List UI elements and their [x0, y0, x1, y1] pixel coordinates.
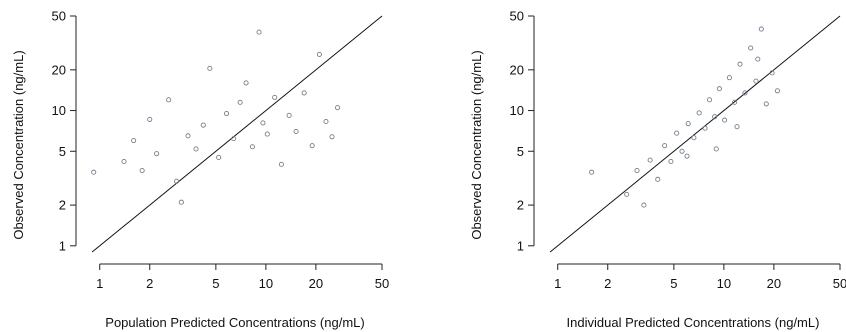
data-point: [674, 130, 680, 136]
data-point: [154, 151, 160, 157]
panel-1-xlabel: Population Predicted Concentrations (ng/…: [105, 315, 364, 330]
data-point: [231, 136, 237, 142]
data-point: [329, 134, 335, 140]
data-point: [726, 75, 732, 81]
y-tick-label: 1: [59, 238, 66, 253]
y-tick-label: 20: [510, 62, 524, 77]
data-point: [185, 133, 191, 139]
data-point: [758, 26, 764, 32]
data-point: [301, 90, 307, 96]
y-tick-label: 5: [517, 144, 524, 159]
data-point: [684, 153, 690, 159]
x-tick-label: 5: [670, 276, 677, 291]
data-point: [264, 131, 270, 137]
x-tick-label: 1: [96, 276, 103, 291]
data-point: [685, 121, 691, 127]
data-point: [712, 114, 718, 120]
data-point: [200, 122, 206, 128]
data-point: [722, 117, 728, 123]
data-point: [272, 94, 278, 100]
population-panel: Population Predicted Concentrations (ng/…: [11, 9, 389, 331]
x-tick-label: 10: [259, 276, 273, 291]
data-point: [237, 99, 243, 105]
x-tick-label: 50: [833, 276, 846, 291]
data-point: [309, 143, 315, 149]
panel-2-xlabel: Individual Predicted Concentrations (ng/…: [567, 315, 820, 330]
data-point: [243, 80, 249, 86]
y-tick-label: 50: [52, 9, 66, 24]
data-point: [174, 178, 180, 184]
data-point: [260, 120, 266, 126]
panel-2-ylabel: Observed Concentration (ng/mL): [469, 50, 484, 239]
data-point: [131, 138, 137, 144]
data-point: [702, 125, 708, 131]
data-point: [193, 146, 199, 152]
panel-1-ylabel: Observed Concentration (ng/mL): [11, 50, 26, 239]
data-point: [737, 61, 743, 67]
data-point: [713, 146, 719, 152]
y-tick-label: 1: [517, 238, 524, 253]
x-tick-label: 2: [604, 276, 611, 291]
data-point: [748, 45, 754, 51]
data-point: [716, 86, 722, 92]
data-point: [207, 65, 213, 71]
data-point: [316, 51, 322, 57]
y-tick-label: 5: [59, 144, 66, 159]
data-point: [691, 135, 697, 141]
data-point: [249, 144, 255, 150]
data-point: [707, 97, 713, 103]
identity-line: [91, 15, 383, 253]
data-point: [323, 118, 329, 125]
data-point: [286, 112, 292, 118]
data-point: [624, 191, 630, 197]
data-point: [753, 78, 759, 84]
data-point: [334, 105, 341, 111]
data-point: [178, 199, 184, 205]
y-tick-label: 20: [52, 62, 66, 77]
data-point: [647, 157, 653, 163]
x-tick-label: 2: [146, 276, 153, 291]
y-tick-label: 10: [510, 103, 524, 118]
y-tick-label: 2: [59, 198, 66, 213]
data-point: [769, 70, 775, 76]
data-point: [662, 143, 668, 149]
data-point: [589, 169, 595, 175]
data-point: [224, 111, 230, 117]
data-point: [139, 168, 145, 174]
data-point: [742, 90, 748, 96]
x-tick-label: 50: [375, 276, 389, 291]
x-tick-label: 20: [309, 276, 323, 291]
y-tick-label: 10: [52, 103, 66, 118]
data-point: [774, 88, 780, 94]
identity-line: [549, 15, 841, 253]
data-point: [293, 128, 299, 135]
data-point: [679, 148, 685, 154]
data-point: [121, 158, 127, 165]
x-tick-label: 10: [717, 276, 731, 291]
individual-panel: Individual Predicted Concentrations (ng/…: [469, 9, 846, 331]
data-point: [147, 116, 153, 122]
data-point: [634, 168, 640, 174]
data-point: [166, 97, 172, 103]
data-point: [216, 154, 222, 161]
data-point: [734, 124, 740, 130]
x-tick-label: 20: [767, 276, 781, 291]
data-point: [763, 101, 769, 107]
y-tick-label: 50: [510, 9, 524, 24]
data-point: [91, 169, 97, 175]
x-tick-label: 5: [212, 276, 219, 291]
data-point: [278, 161, 284, 167]
data-point: [755, 56, 761, 62]
data-point: [641, 202, 647, 208]
data-point: [696, 110, 702, 116]
data-point: [732, 99, 738, 105]
x-tick-label: 1: [554, 276, 561, 291]
data-point: [256, 29, 262, 35]
y-tick-label: 2: [517, 198, 524, 213]
data-point: [668, 158, 674, 165]
data-point: [655, 176, 661, 182]
